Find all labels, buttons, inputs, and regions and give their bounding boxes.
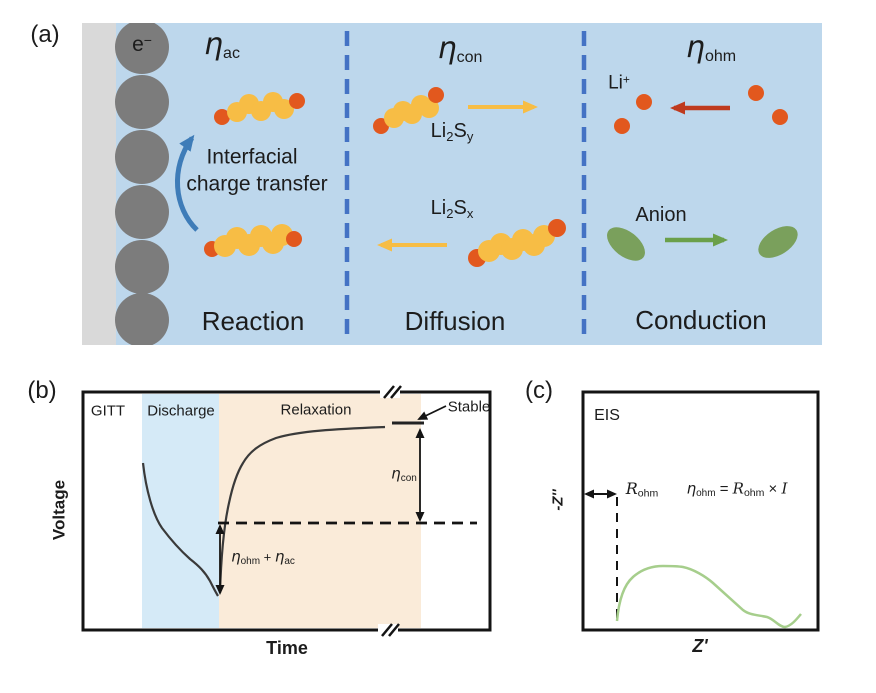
z-imaginary-axis-label: -Z'' (549, 489, 567, 511)
polysulfide-chain-diffusion-top (373, 87, 444, 134)
voltage-axis-label: Voltage (49, 479, 69, 541)
axis-break-bottom (378, 623, 400, 637)
li2sx-label: Li2Sx (430, 197, 474, 221)
panel-c-graphics (581, 390, 820, 632)
discharge-region-label: Discharge (147, 402, 215, 420)
gitt-title: GITT (90, 402, 126, 420)
panel-b-label: (b) (27, 377, 57, 404)
panel-b-graphics (81, 385, 492, 637)
electron-label: e− (132, 32, 152, 56)
electrode-particles (115, 23, 169, 345)
discharge-region (142, 394, 219, 628)
r-ohm-label: Rohm (625, 478, 659, 500)
eta-ohm-ac-annotation: ηohm + ηac (231, 547, 295, 567)
anion-label: Anion (635, 204, 687, 226)
nyquist-curve (615, 564, 802, 629)
stable-label: Stable (447, 398, 491, 416)
polysulfide-chain-reaction-top (214, 92, 305, 125)
relaxation-curve (218, 425, 386, 594)
gitt-plot-border (81, 390, 492, 632)
polysulfide-chain-reaction-bottom (204, 224, 302, 257)
interfacial-line1: Interfacial (206, 145, 298, 169)
discharge-curve (141, 462, 219, 597)
z-real-axis-label: Z' (692, 636, 708, 656)
interfacial-line2: charge transfer (186, 172, 328, 196)
eta-ac-label: ηac (204, 27, 240, 63)
anion-ellipse-right (758, 226, 798, 258)
time-axis-label: Time (266, 638, 308, 658)
section-reaction: Reaction (201, 306, 305, 336)
relaxation-region-label: Relaxation (280, 401, 352, 419)
anion-ellipse-left (607, 227, 645, 261)
li-ion-label: Li+ (608, 72, 630, 94)
eta-ohm-label: ηohm (685, 30, 737, 66)
eta-con-label: ηcon (437, 31, 483, 67)
axis-break-top (380, 385, 402, 399)
eis-plot-border (581, 390, 820, 632)
section-conduction: Conduction (635, 305, 767, 335)
section-diffusion: Diffusion (404, 306, 506, 336)
current-collector (82, 23, 116, 345)
panel-a-label: (a) (30, 21, 60, 48)
ohmic-overpotential-equation: ηohm = Rohm × I (686, 479, 788, 499)
polysulfide-chain-diffusion-bottom (468, 219, 566, 267)
stable-pointer-arrow (417, 405, 447, 420)
eta-con-annotation: ηcon (391, 464, 417, 484)
li-ion-dots (614, 85, 788, 134)
relaxation-region (219, 394, 421, 628)
li2sy-label: Li2Sy (430, 120, 474, 144)
interfacial-charge-transfer-arrow (174, 134, 199, 232)
electrolyte-background (116, 23, 822, 345)
panel-a-graphics (82, 23, 822, 345)
panel-c-label: (c) (525, 377, 553, 404)
eis-title: EIS (594, 407, 620, 424)
